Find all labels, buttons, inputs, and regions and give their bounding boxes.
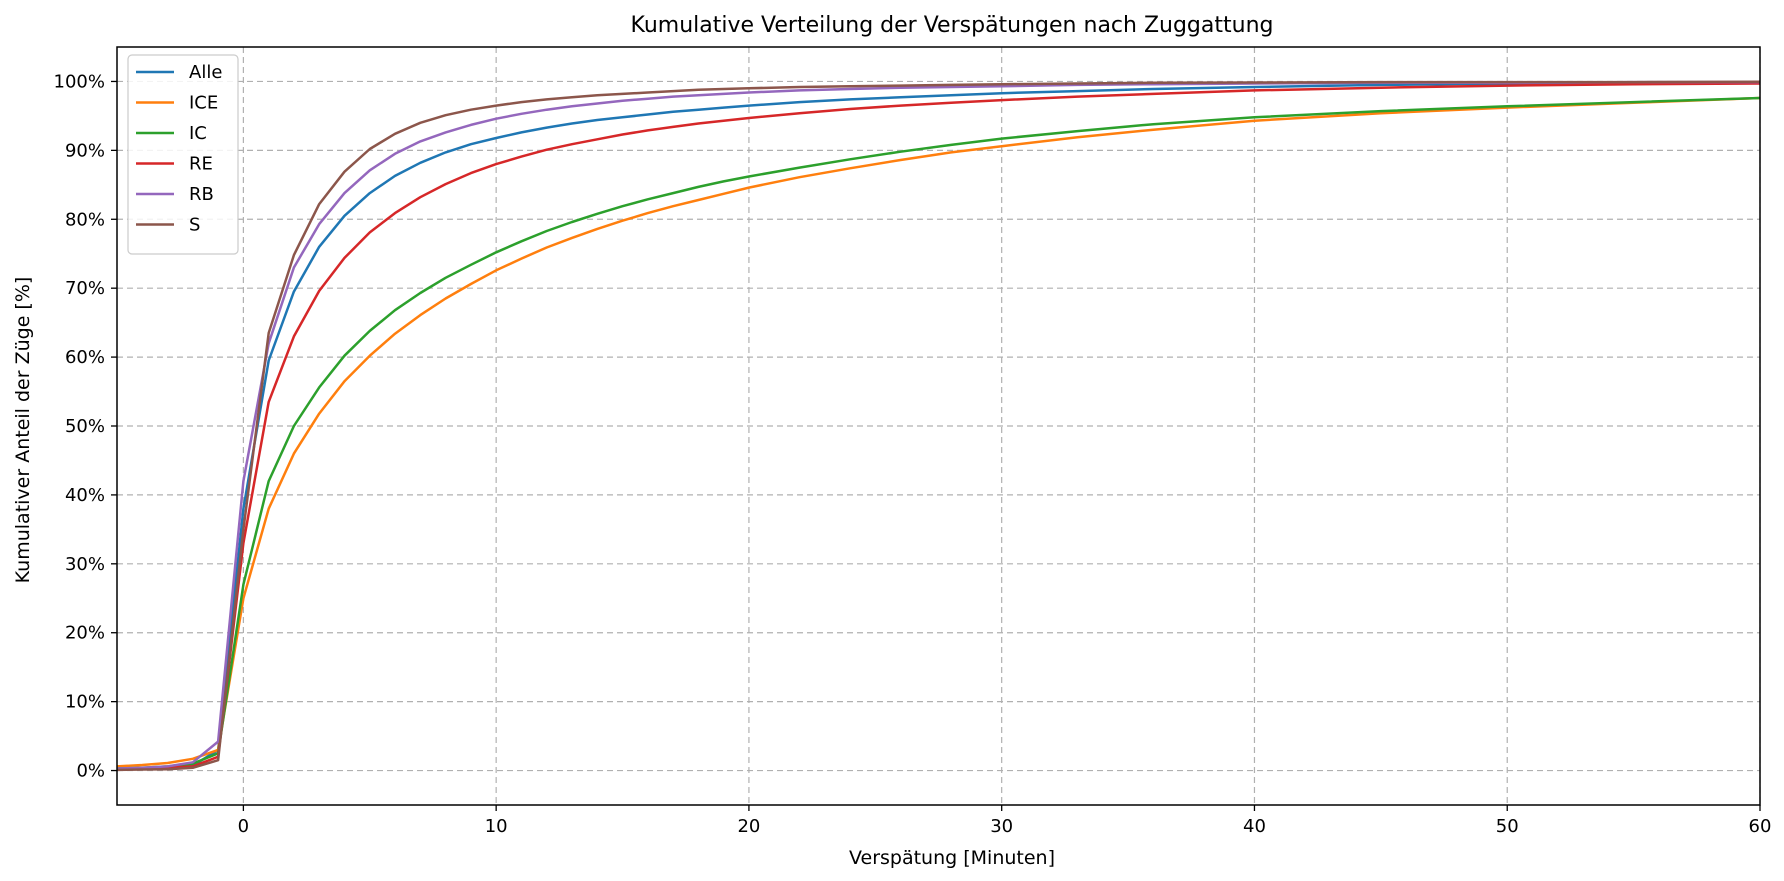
legend-box: [127, 54, 239, 255]
x-tick-label: 0: [238, 816, 249, 837]
x-tick-label: 40: [1243, 816, 1266, 837]
y-tick-label: 30%: [65, 554, 105, 575]
series-line-re: [117, 82, 1760, 771]
legend-label-re: RE: [189, 154, 213, 175]
x-tick-label: 50: [1496, 816, 1519, 837]
y-tick-label: 60%: [65, 347, 105, 368]
y-tick-label: 20%: [65, 623, 105, 644]
series-line-ic: [117, 96, 1760, 770]
series-line-rb: [117, 80, 1760, 770]
y-tick-label: 10%: [65, 692, 105, 713]
x-tick-label: 20: [737, 816, 760, 837]
y-tick-label: 70%: [65, 278, 105, 299]
x-tick-label: 10: [485, 816, 508, 837]
chart-title: Kumulative Verteilung der Verspätungen n…: [631, 13, 1274, 38]
legend-label-ice: ICE: [189, 93, 218, 114]
series-line-s: [117, 80, 1760, 772]
y-tick-label: 90%: [65, 140, 105, 161]
legend-label-ic: IC: [189, 123, 207, 144]
series-lines: [117, 80, 1760, 772]
legend-label-s: S: [189, 215, 200, 236]
y-axis-label: Kumulativer Anteil der Züge [%]: [12, 277, 34, 584]
x-axis-label: Verspätung [Minuten]: [849, 847, 1055, 869]
legend-label-rb: RB: [189, 184, 214, 205]
series-line-alle: [117, 81, 1760, 771]
y-tick-label: 50%: [65, 416, 105, 437]
y-tick-label: 80%: [65, 209, 105, 230]
series-line-ice: [117, 96, 1760, 768]
y-axis-ticks: 0% 10% 20% 30% 40% 50% 60% 70% 80% 90% 100%: [54, 71, 117, 782]
x-tick-label: 30: [990, 816, 1013, 837]
y-tick-label: 40%: [65, 485, 105, 506]
legend-label-alle: Alle: [189, 62, 222, 83]
x-axis-ticks: 0 10 20 30 40 50 60: [238, 805, 1772, 837]
y-tick-label: 100%: [54, 71, 105, 92]
legend: Alle ICE IC RE RB S: [127, 54, 239, 255]
x-tick-label: 60: [1749, 816, 1772, 837]
y-tick-label: 0%: [76, 761, 105, 782]
